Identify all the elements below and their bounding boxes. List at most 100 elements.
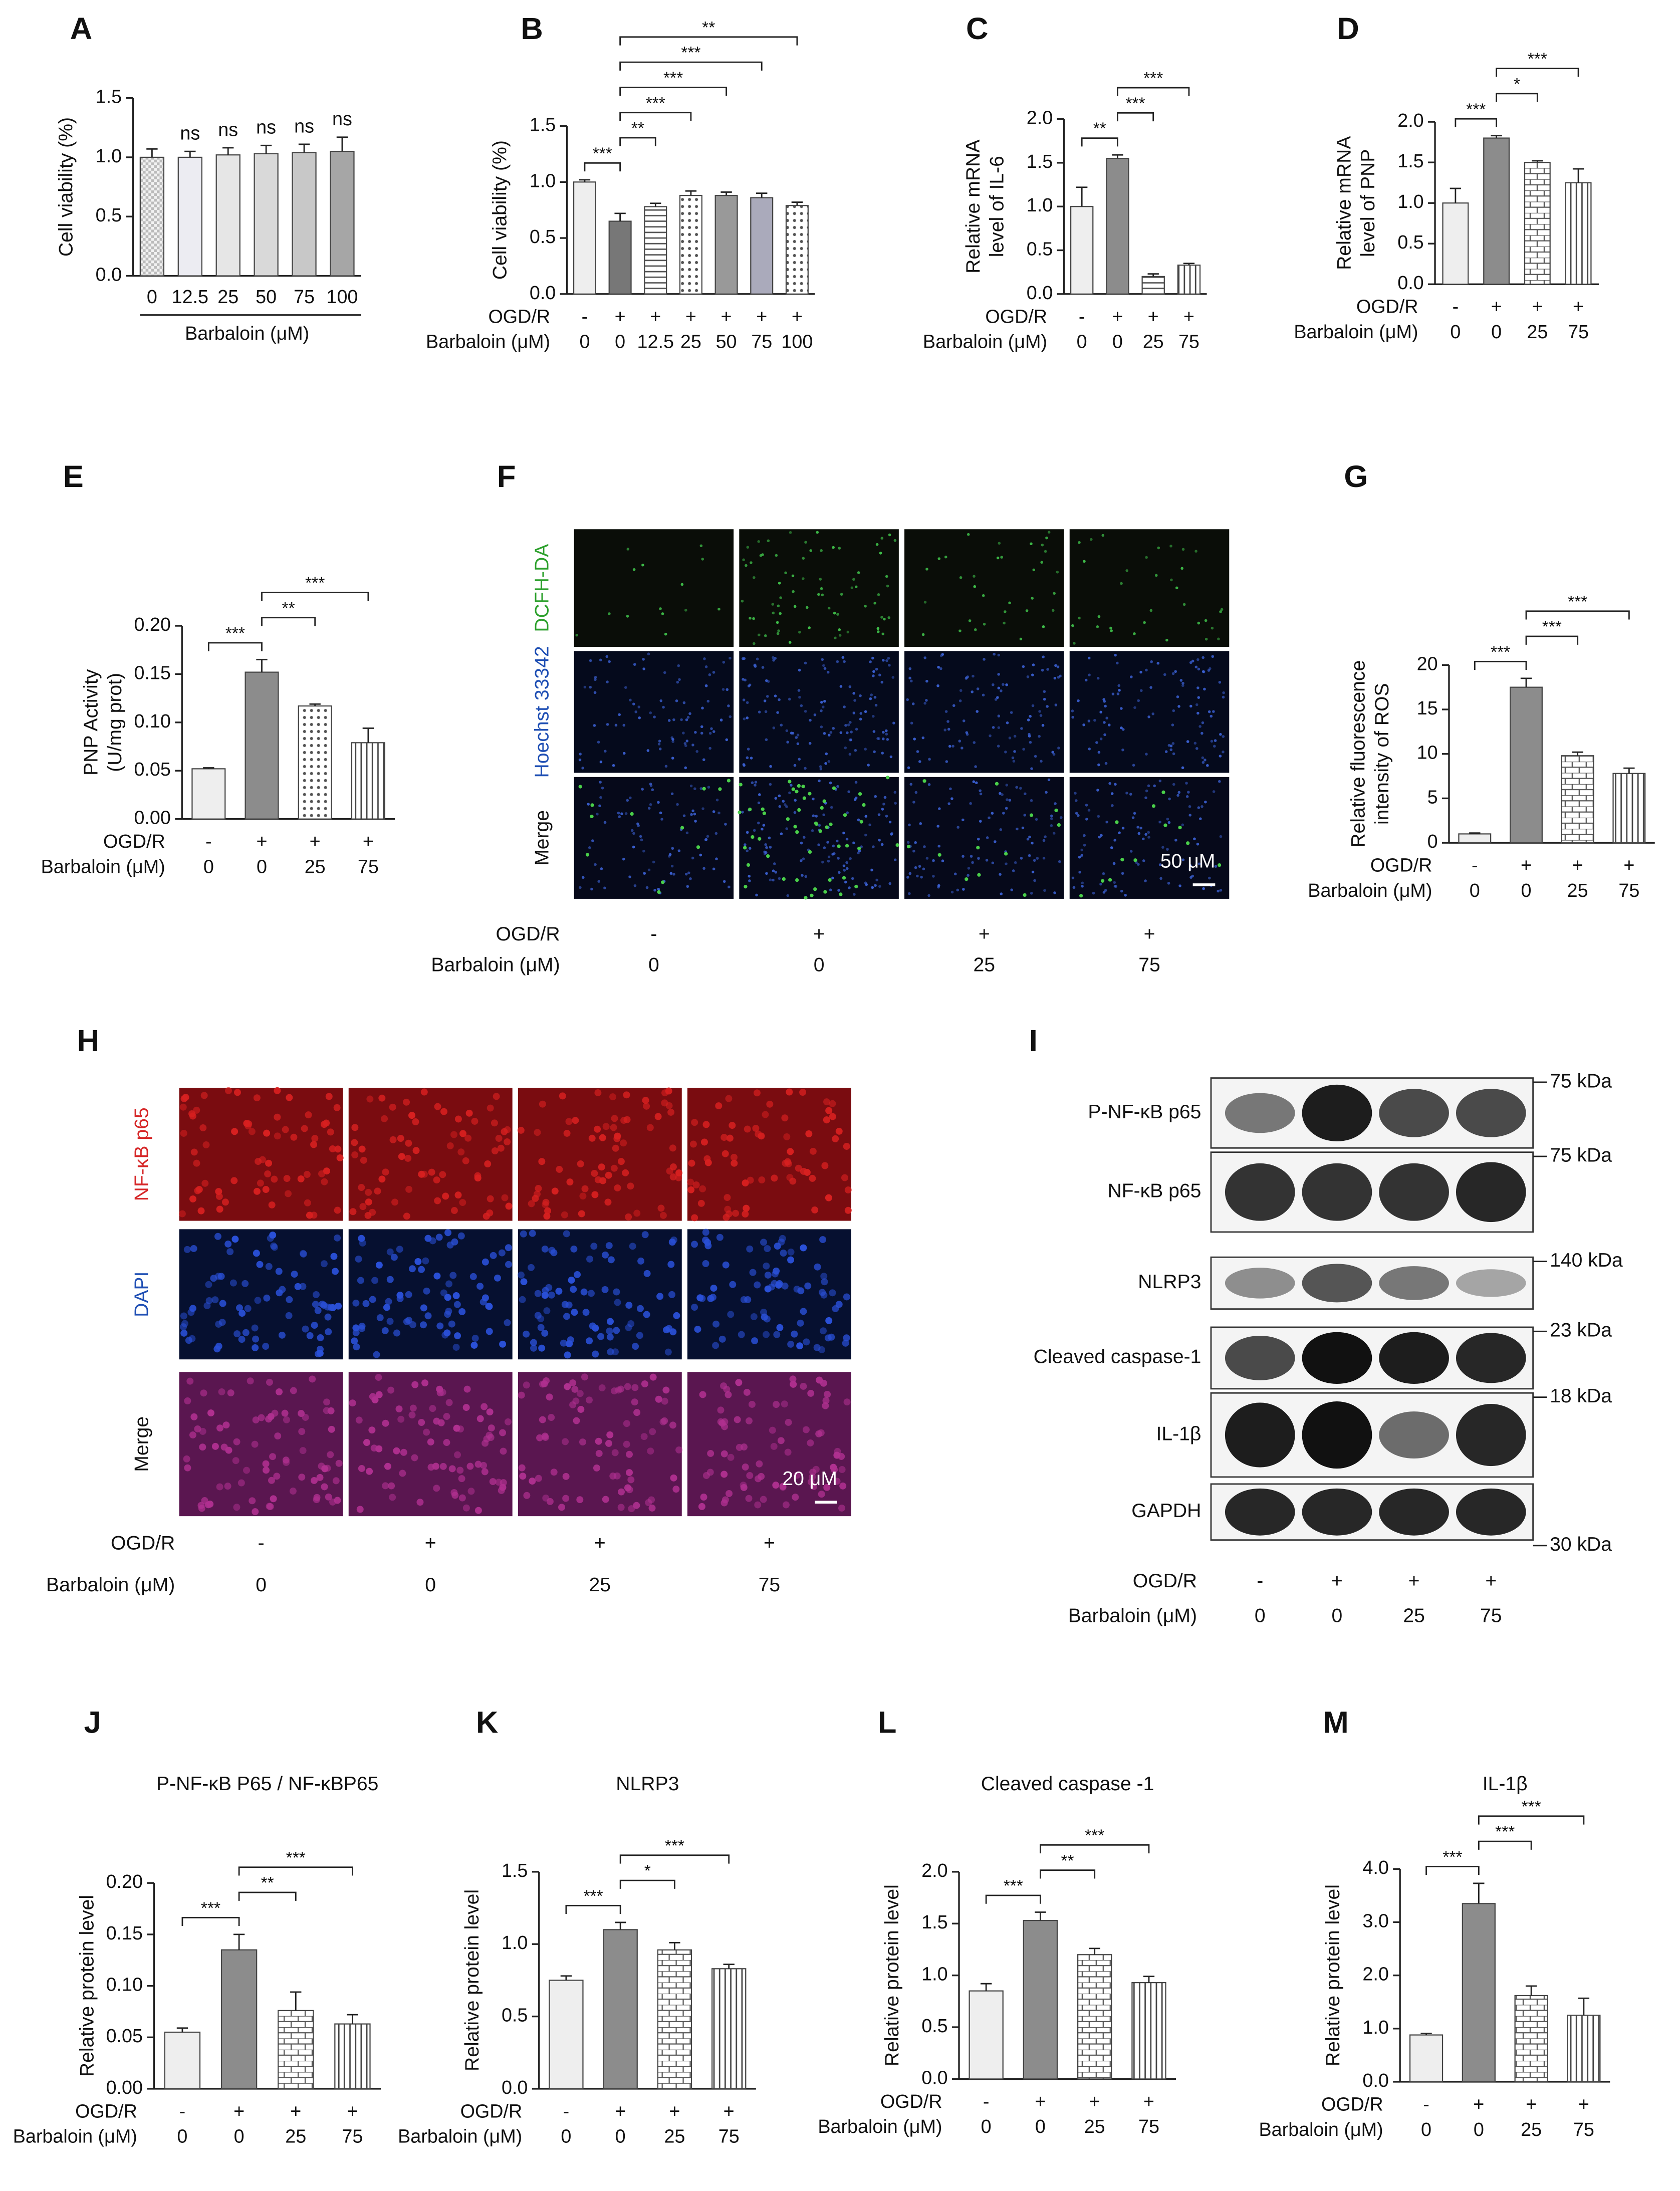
panel-letter: J [84, 1706, 101, 1740]
cell [823, 890, 827, 894]
condition-value: + [1144, 923, 1155, 945]
significance-label: ns [256, 117, 276, 138]
cell [499, 1340, 507, 1348]
cell [597, 1333, 605, 1340]
cell [632, 845, 635, 849]
cell [937, 885, 940, 889]
cell [441, 1331, 449, 1339]
cell [215, 1320, 222, 1328]
cell [563, 1230, 570, 1238]
cell [405, 1317, 412, 1324]
cell [215, 1342, 222, 1350]
cell [791, 787, 795, 791]
cell [828, 878, 832, 882]
cell [375, 1261, 383, 1269]
error-bar [685, 190, 697, 196]
cell [1202, 887, 1205, 890]
error-bar [1420, 2032, 1432, 2035]
bar [1077, 1954, 1112, 2080]
micrograph-tile [739, 777, 899, 899]
cell [844, 1186, 852, 1194]
cell [641, 1380, 648, 1388]
cell [353, 1343, 360, 1351]
cell [443, 1413, 450, 1420]
significance-label: *** [1004, 1877, 1023, 1895]
cell [789, 531, 792, 534]
significance-bracket [584, 162, 621, 172]
cell [753, 829, 756, 832]
cell [646, 749, 650, 752]
cell [780, 723, 783, 727]
x-axis-label: Barbaloin (μM) [185, 323, 309, 344]
cell [232, 1457, 239, 1465]
cell [1032, 568, 1036, 572]
condition-value: + [813, 923, 825, 945]
cell [408, 1265, 416, 1273]
ogdr-value: - [983, 2091, 990, 2112]
cell [1097, 815, 1100, 818]
y-tick-label: 0.5 [530, 226, 556, 247]
cell [783, 1133, 791, 1140]
cell [700, 725, 703, 728]
cell [1201, 721, 1205, 724]
cell [229, 1279, 237, 1287]
condition-value: - [258, 1532, 265, 1554]
condition-value: 0 [256, 1574, 267, 1596]
blot-band [1302, 1401, 1372, 1469]
cell [362, 1300, 370, 1307]
cell [562, 1473, 570, 1480]
error-bar [1147, 273, 1159, 277]
cell [458, 1475, 465, 1483]
cell [482, 1439, 489, 1447]
y-tick-label: 0.0 [96, 264, 122, 285]
y-axis-label: Cell viability (%) [490, 140, 511, 280]
cell [722, 1150, 729, 1157]
cell [1041, 668, 1044, 672]
cell [358, 1465, 365, 1472]
cell [439, 1463, 447, 1470]
cell [1004, 610, 1007, 613]
cell [1042, 857, 1046, 860]
cell [1189, 661, 1192, 664]
cell [870, 868, 873, 872]
cell [1099, 710, 1102, 714]
row-label: Barbaloin (μM) [1068, 1605, 1197, 1627]
cell [729, 715, 732, 718]
cell [311, 1322, 318, 1329]
cell [698, 1503, 705, 1510]
cell [1030, 892, 1033, 895]
cell [1019, 637, 1023, 641]
cell [704, 1242, 712, 1250]
row-label: OGD/R [75, 2100, 137, 2121]
cell [665, 1087, 672, 1095]
cell [773, 1331, 781, 1338]
cell [535, 1185, 542, 1192]
cell [846, 811, 849, 814]
cell [541, 1292, 549, 1299]
cell [1204, 619, 1208, 622]
cell [573, 1417, 580, 1424]
cell [664, 765, 668, 768]
cell [386, 1318, 394, 1325]
error-bar [176, 2027, 188, 2032]
cell [1040, 760, 1043, 763]
cell [809, 549, 812, 552]
cell [1211, 655, 1215, 658]
error-bar [203, 767, 214, 769]
cell [739, 783, 743, 787]
significance-label: * [644, 1862, 651, 1880]
cell [617, 811, 620, 815]
cell [412, 1118, 419, 1125]
cell [944, 710, 948, 713]
cell [248, 1128, 256, 1135]
significance-bracket [261, 617, 316, 626]
cell [703, 657, 706, 660]
cell [449, 1272, 457, 1279]
cell [1108, 878, 1112, 882]
cell [871, 656, 874, 660]
cell [778, 582, 781, 585]
x-tick-label: 75 [342, 2126, 363, 2147]
cell [1041, 723, 1045, 727]
cell [624, 812, 628, 815]
cell [389, 1494, 396, 1501]
